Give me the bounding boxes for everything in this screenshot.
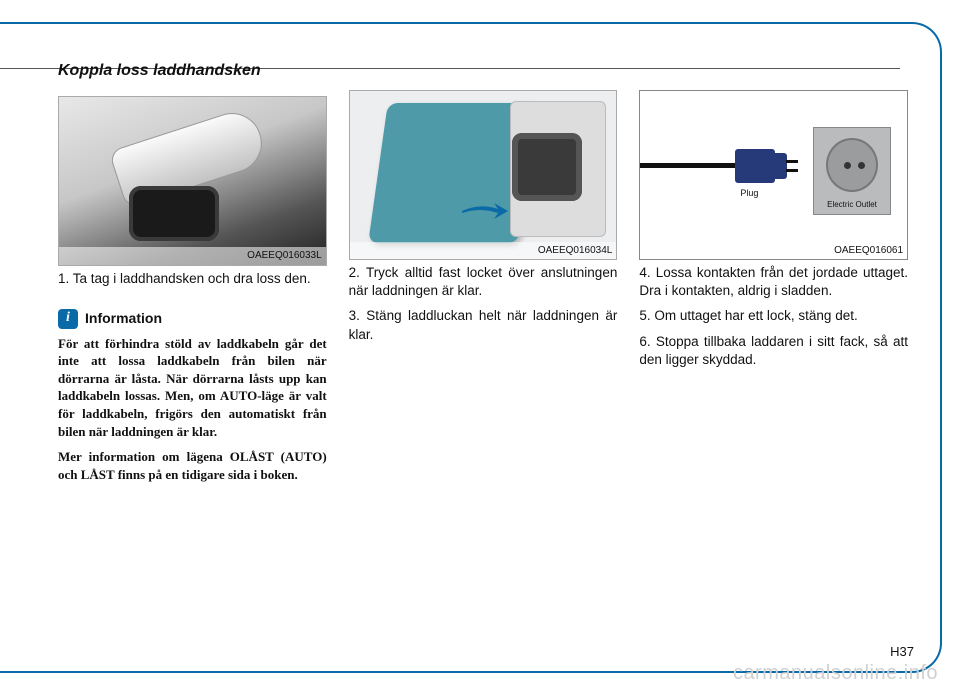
column-1: Koppla loss laddhandsken OAEEQ016033L 1.…: [58, 60, 327, 641]
step-4: 4. Lossa kontakten från det jordade utta…: [639, 264, 908, 300]
figure3-plug-label: Plug: [740, 187, 758, 199]
figure3-wire: [640, 163, 740, 168]
figure2-arrow-icon: [460, 201, 510, 221]
figure2-caption: OAEEQ016034L: [350, 242, 617, 260]
info-paragraph-2: Mer information om lägena OLÅST (AUTO) o…: [58, 448, 327, 483]
figure3-caption: OAEEQ016061: [640, 242, 907, 260]
col1-steps: 1. Ta tag i laddhandsken och dra loss de…: [58, 270, 327, 295]
figure1-port: [129, 186, 219, 241]
step-2: 2. Tryck alltid fast locket över anslutn…: [349, 264, 618, 300]
col2-steps: 2. Tryck alltid fast locket över anslutn…: [349, 264, 618, 351]
page-number: H37: [890, 644, 914, 659]
figure3-plug-body: [735, 149, 775, 183]
step-3: 3. Stäng laddluckan helt när laddningen …: [349, 307, 618, 343]
figure1-caption: OAEEQ016033L: [59, 247, 326, 265]
figure2-port: [512, 133, 582, 201]
information-title: Information: [85, 309, 162, 328]
column-3: ◄ Electric Outlet Plug OAEEQ016061 4. Lo…: [639, 60, 908, 641]
figure3-outlet: Electric Outlet: [813, 127, 891, 215]
figure3-outlet-hole: [858, 162, 865, 169]
watermark: carmanualsonline.info: [733, 662, 938, 685]
information-header: i Information: [58, 309, 327, 329]
figure3-outlet-label: Electric Outlet: [814, 200, 890, 211]
figure3-outlet-face: [826, 138, 878, 192]
col2-spacer: [349, 60, 618, 90]
column-2: OAEEQ016034L 2. Tryck alltid fast locket…: [349, 60, 618, 641]
col3-spacer: [639, 60, 908, 90]
figure3-outlet-hole: [844, 162, 851, 169]
step-5: 5. Om uttaget har ett lock, stäng det.: [639, 307, 908, 325]
figure3-prongs: [786, 159, 800, 173]
info-paragraph-1: För att förhindra stöld av laddkabeln gå…: [58, 335, 327, 440]
figure3-plug-cap: [773, 153, 787, 179]
figure-charge-flap: OAEEQ016034L: [349, 90, 618, 260]
step-6: 6. Stoppa tillbaka laddaren i sitt fack,…: [639, 333, 908, 369]
content-area: Koppla loss laddhandsken OAEEQ016033L 1.…: [58, 60, 908, 641]
figure-plug-outlet: ◄ Electric Outlet Plug OAEEQ016061: [639, 90, 908, 260]
information-icon: i: [58, 309, 78, 329]
col3-steps: 4. Lossa kontakten från det jordade utta…: [639, 264, 908, 376]
step-1: 1. Ta tag i laddhandsken och dra loss de…: [58, 270, 327, 288]
section-heading: Koppla loss laddhandsken: [58, 60, 327, 82]
figure-charger-handle: OAEEQ016033L: [58, 96, 327, 266]
